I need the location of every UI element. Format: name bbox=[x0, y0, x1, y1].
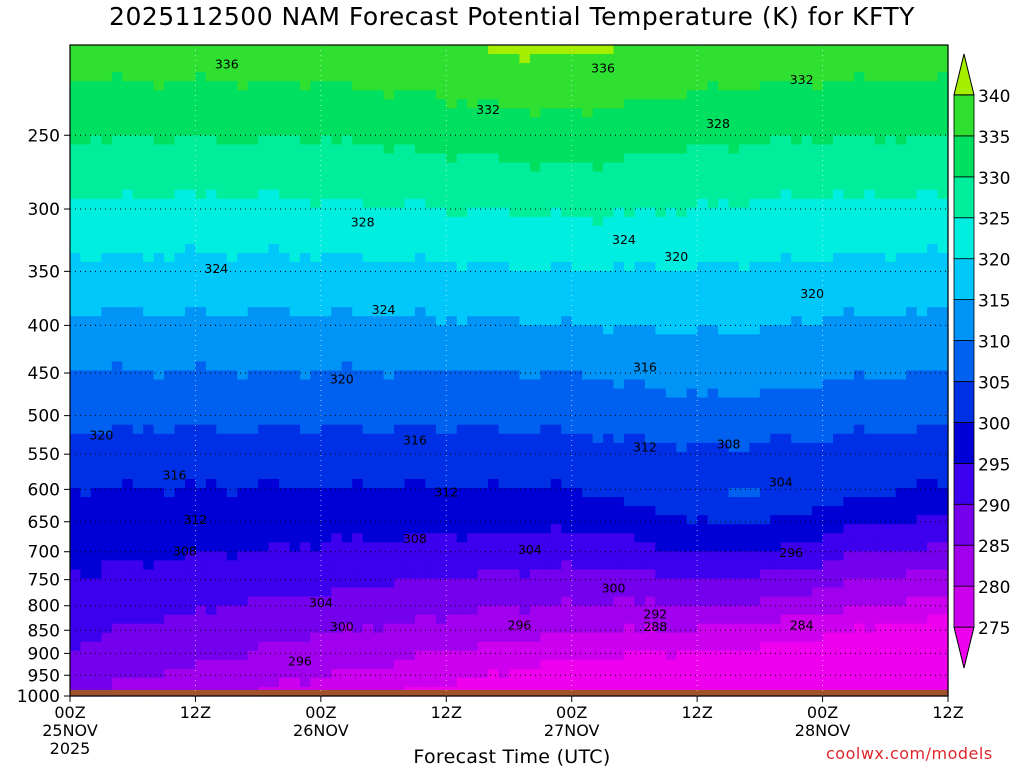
contour-label: 320 bbox=[330, 371, 354, 386]
x-tick-label-7-0: 12Z bbox=[932, 703, 963, 722]
colorbar-swatch-12 bbox=[953, 135, 975, 178]
contour-label: 320 bbox=[89, 427, 113, 442]
contour-label: 288 bbox=[643, 619, 667, 634]
x-tick-label-0-0: 00Z bbox=[54, 703, 85, 722]
contour-label: 336 bbox=[215, 57, 239, 72]
contour-label: 292 bbox=[643, 607, 667, 622]
y-tick-label-700: 700 bbox=[28, 543, 60, 563]
contour-label: 328 bbox=[706, 116, 730, 131]
y-tick-label-550: 550 bbox=[28, 445, 60, 465]
colorbar-swatch-0 bbox=[953, 626, 975, 669]
contour-label: 312 bbox=[633, 440, 657, 455]
x-tick-label-1-0: 12Z bbox=[180, 703, 211, 722]
x-axis-label: Forecast Time (UTC) bbox=[413, 746, 611, 768]
contour-label: 284 bbox=[790, 617, 814, 632]
contour-label: 296 bbox=[288, 653, 312, 668]
credit-link[interactable]: coolwx.com/models bbox=[826, 744, 993, 763]
y-tick-label-300: 300 bbox=[28, 200, 60, 220]
colorbar-swatch-1 bbox=[953, 585, 975, 628]
contour-label: 324 bbox=[204, 261, 228, 276]
colorbar-label-330: 330 bbox=[978, 169, 1010, 189]
x-tick-label-2-1: 26NOV bbox=[293, 721, 349, 740]
colorbar-swatch-14 bbox=[953, 53, 975, 96]
contour-label: 296 bbox=[508, 617, 532, 632]
contour-label: 312 bbox=[434, 485, 458, 500]
contour-label: 304 bbox=[309, 595, 333, 610]
contour-label: 308 bbox=[173, 544, 197, 559]
y-tick-label-450: 450 bbox=[28, 364, 60, 384]
colorbar-swatch-9 bbox=[953, 258, 975, 300]
contour-label: 296 bbox=[779, 545, 803, 560]
contour-label: 304 bbox=[518, 542, 542, 557]
contour-label: 324 bbox=[372, 302, 396, 317]
colorbar-label-325: 325 bbox=[978, 210, 1010, 230]
y-tick-label-950: 950 bbox=[28, 666, 60, 686]
y-tick-label-850: 850 bbox=[28, 621, 60, 641]
colorbar-swatch-5 bbox=[953, 421, 975, 464]
contour-label: 328 bbox=[351, 214, 375, 229]
colorbar-swatch-2 bbox=[953, 544, 975, 587]
y-tick-label-350: 350 bbox=[28, 262, 60, 282]
y-tick-label-800: 800 bbox=[28, 597, 60, 617]
colorbar-label-310: 310 bbox=[978, 333, 1010, 353]
y-tick-label-400: 400 bbox=[28, 316, 60, 336]
x-tick-label-4-1: 27NOV bbox=[544, 721, 600, 740]
x-tick-label-6-1: 28NOV bbox=[795, 721, 851, 740]
contour-label: 312 bbox=[183, 512, 207, 527]
colorbar-swatch-7 bbox=[953, 340, 975, 382]
colorbar-swatch-11 bbox=[953, 176, 975, 219]
y-tick-label-1000: 1000 bbox=[17, 687, 60, 707]
colorbar-swatch-8 bbox=[953, 299, 975, 341]
contour-label: 320 bbox=[664, 249, 688, 264]
colorbar-swatch-3 bbox=[953, 503, 975, 546]
y-tick-label-900: 900 bbox=[28, 644, 60, 664]
colorbar-label-335: 335 bbox=[978, 128, 1010, 148]
y-tick-label-750: 750 bbox=[28, 571, 60, 591]
y-tick-label-600: 600 bbox=[28, 480, 60, 500]
contour-label: 304 bbox=[769, 475, 793, 490]
colorbar-swatch-6 bbox=[953, 381, 975, 423]
colorbar-swatch-4 bbox=[953, 462, 975, 505]
contour-label: 320 bbox=[800, 286, 824, 301]
colorbar-label-300: 300 bbox=[978, 414, 1010, 434]
contour-label: 336 bbox=[591, 61, 615, 76]
contour-label: 324 bbox=[612, 232, 636, 247]
x-tick-label-2-0: 00Z bbox=[305, 703, 336, 722]
colorbar-label-320: 320 bbox=[978, 251, 1010, 271]
colorbar-label-280: 280 bbox=[978, 578, 1010, 598]
contour-label: 300 bbox=[602, 581, 626, 596]
y-tick-label-250: 250 bbox=[28, 126, 60, 146]
colorbar-label-290: 290 bbox=[978, 496, 1010, 516]
y-tick-label-650: 650 bbox=[28, 513, 60, 533]
contour-label: 316 bbox=[633, 360, 657, 375]
ground-shading bbox=[70, 689, 948, 696]
contour-label: 332 bbox=[476, 102, 500, 117]
contour-label: 308 bbox=[717, 437, 741, 452]
chart-title: 2025112500 NAM Forecast Potential Temper… bbox=[109, 2, 915, 31]
x-tick-label-6-0: 00Z bbox=[807, 703, 838, 722]
colorbar-label-295: 295 bbox=[978, 455, 1010, 475]
colorbar-label-315: 315 bbox=[978, 292, 1010, 312]
colorbar-label-340: 340 bbox=[978, 87, 1010, 107]
contour-label: 308 bbox=[403, 531, 427, 546]
contour-label: 332 bbox=[790, 72, 814, 87]
contour-label: 316 bbox=[403, 433, 427, 448]
colorbar-label-285: 285 bbox=[978, 537, 1010, 557]
colorbar-label-275: 275 bbox=[978, 619, 1010, 639]
x-tick-label-0-2: 2025 bbox=[50, 739, 91, 758]
colorbar-label-305: 305 bbox=[978, 373, 1010, 393]
x-tick-label-0-1: 25NOV bbox=[42, 721, 98, 740]
x-tick-label-5-0: 12Z bbox=[681, 703, 712, 722]
colorbar-swatch-10 bbox=[953, 217, 975, 260]
contour-label: 300 bbox=[330, 619, 354, 634]
x-tick-label-3-0: 12Z bbox=[431, 703, 462, 722]
y-tick-label-500: 500 bbox=[28, 407, 60, 427]
colorbar-swatch-13 bbox=[953, 94, 975, 137]
theta-filled-field bbox=[70, 45, 949, 697]
x-tick-label-4-0: 00Z bbox=[556, 703, 587, 722]
plot-frame bbox=[69, 44, 949, 697]
contour-label: 316 bbox=[163, 468, 187, 483]
